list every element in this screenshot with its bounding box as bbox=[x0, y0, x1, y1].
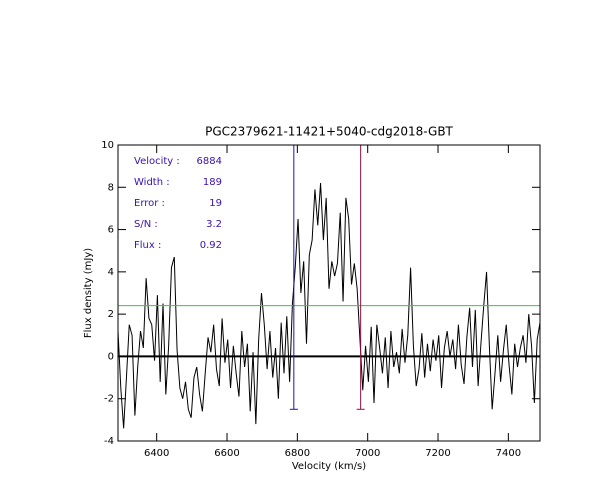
x-tick-label: 6600 bbox=[214, 448, 239, 459]
y-tick-label: 10 bbox=[101, 140, 114, 151]
annotation-value: 3.2 bbox=[206, 219, 222, 230]
y-tick-label: -2 bbox=[104, 394, 114, 405]
x-tick-label: 7000 bbox=[355, 448, 380, 459]
spectrum-line bbox=[117, 183, 541, 429]
y-tick-label: 6 bbox=[108, 225, 114, 236]
y-tick-label: 4 bbox=[108, 267, 114, 278]
annotation-label: Error : bbox=[134, 198, 165, 209]
y-tick-label: 8 bbox=[108, 182, 114, 193]
chart-title: PGC2379621-11421+5040-cdg2018-GBT bbox=[205, 125, 453, 139]
annotation-value: 19 bbox=[209, 198, 222, 209]
y-tick-label: -4 bbox=[104, 436, 114, 447]
y-tick-label: 0 bbox=[108, 351, 114, 362]
x-tick-label: 7400 bbox=[496, 448, 521, 459]
annotation-label: S/N : bbox=[134, 219, 158, 230]
annotation-label: Width : bbox=[134, 177, 170, 188]
x-tick-label: 6800 bbox=[285, 448, 310, 459]
x-tick-label: 7200 bbox=[425, 448, 450, 459]
x-tick-label: 6400 bbox=[144, 448, 169, 459]
annotation-value: 189 bbox=[203, 177, 222, 188]
annotation-value: 0.92 bbox=[200, 240, 222, 251]
y-axis-label: Flux density (mJy) bbox=[83, 248, 94, 338]
y-tick-label: 2 bbox=[108, 309, 114, 320]
plot-frame bbox=[117, 144, 541, 442]
annotation-label: Flux : bbox=[134, 240, 161, 251]
x-axis-label: Velocity (km/s) bbox=[292, 461, 366, 472]
annotation-label: Velocity : bbox=[134, 156, 180, 167]
annotation-value: 6884 bbox=[197, 156, 222, 167]
